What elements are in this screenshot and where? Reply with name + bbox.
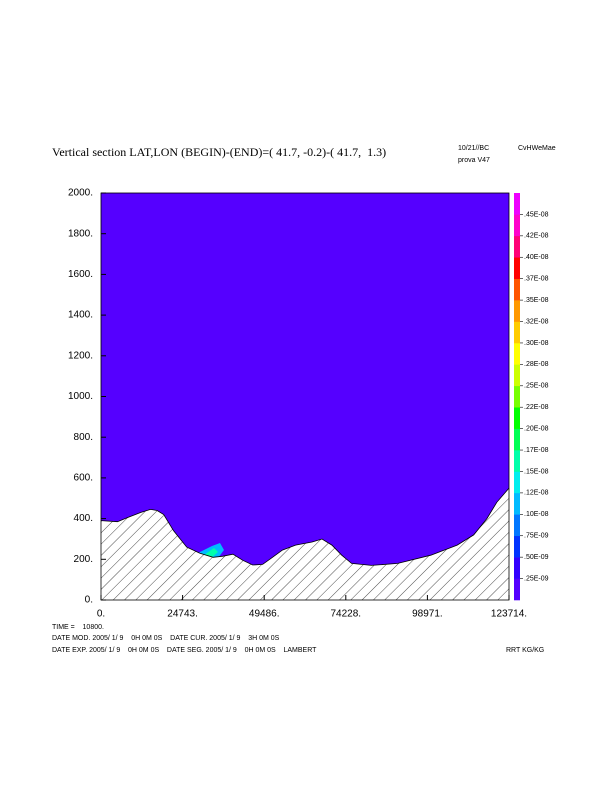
colorbar-label: .32E-08: [524, 318, 549, 325]
footer-dates: DATE MOD. 2005/ 1/ 9 0H 0M 0S DATE CUR. …: [52, 635, 280, 642]
footer-time: TIME = 10800.: [52, 624, 104, 631]
colorbar-segment: [514, 535, 520, 558]
colorbar-segment: [514, 514, 520, 537]
header-date: 10/21//BC: [458, 145, 489, 152]
colorbar-label: .20E-08: [524, 425, 549, 432]
colorbar-label: .50E-09: [524, 554, 549, 561]
y-tick-label: 1200.: [68, 350, 93, 361]
y-tick-label: 1600.: [68, 269, 93, 280]
colorbar-segment: [514, 492, 520, 515]
colorbar-segment: [514, 321, 520, 344]
x-tick-label: 49486.: [249, 609, 280, 620]
colorbar-segment: [514, 450, 520, 472]
colorbar-segment: [514, 193, 520, 215]
y-tick-label: 600.: [74, 473, 93, 484]
x-tick-label: 123714.: [491, 609, 527, 620]
colorbar-segment: [514, 578, 520, 601]
y-tick-label: 1800.: [68, 228, 93, 239]
x-tick-label: 74228.: [331, 609, 362, 620]
x-tick-label: 0.: [97, 609, 105, 620]
colorbar-label: .40E-08: [524, 254, 549, 261]
colorbar-segment: [514, 471, 520, 494]
colorbar-label: .75E-09: [524, 533, 549, 540]
header-code: CvHWeMae: [518, 145, 556, 152]
x-tick-label: 98971.: [412, 609, 443, 620]
y-tick-label: 0.: [85, 595, 93, 606]
y-tick-label: 400.: [74, 513, 93, 524]
colorbar-label: .30E-08: [524, 340, 549, 347]
y-tick-label: 1400.: [68, 310, 93, 321]
colorbar-segment: [514, 300, 520, 322]
colorbar-segment: [514, 364, 520, 387]
colorbar-segment: [514, 407, 520, 429]
colorbar-segment: [514, 385, 520, 408]
colorbar-segment: [514, 342, 520, 365]
units: RRT KG/KG: [506, 647, 544, 654]
colorbar-segment: [514, 257, 520, 279]
y-tick-label: 1000.: [68, 391, 93, 402]
chart-title: Vertical section LAT,LON (BEGIN)-(END)=(…: [52, 145, 386, 159]
y-tick-label: 800.: [74, 432, 93, 443]
colorbar-label: .35E-08: [524, 297, 549, 304]
colorbar-label: .15E-08: [524, 468, 549, 475]
terrain-line: [100, 487, 510, 566]
colorbar-label: .25E-09: [524, 575, 549, 582]
colorbar-segment: [514, 557, 520, 579]
colorbar-segment: [514, 214, 520, 237]
y-tick-label: 200.: [74, 554, 93, 565]
x-tick-label: 24743.: [167, 609, 198, 620]
terrain-fill: [101, 488, 509, 600]
footer-dates: DATE EXP. 2005/ 1/ 9 0H 0M 0S DATE SEG. …: [52, 647, 317, 654]
colorbar-label: .37E-08: [524, 276, 549, 283]
colorbar-label: .12E-08: [524, 490, 549, 497]
colorbar-segment: [514, 428, 520, 451]
colorbar-segment: [514, 235, 520, 258]
colorbar-label: .17E-08: [524, 447, 549, 454]
colorbar-label: .42E-08: [524, 233, 549, 240]
colorbar-label: .22E-08: [524, 404, 549, 411]
colorbar-label: .10E-08: [524, 511, 549, 518]
header-run: prova V47: [458, 157, 490, 164]
colorbar-segment: [514, 278, 520, 301]
colorbar-label: .25E-08: [524, 383, 549, 390]
colorbar-label: .45E-08: [524, 211, 549, 218]
y-tick-label: 2000.: [68, 188, 93, 199]
colorbar-label: .28E-08: [524, 361, 549, 368]
